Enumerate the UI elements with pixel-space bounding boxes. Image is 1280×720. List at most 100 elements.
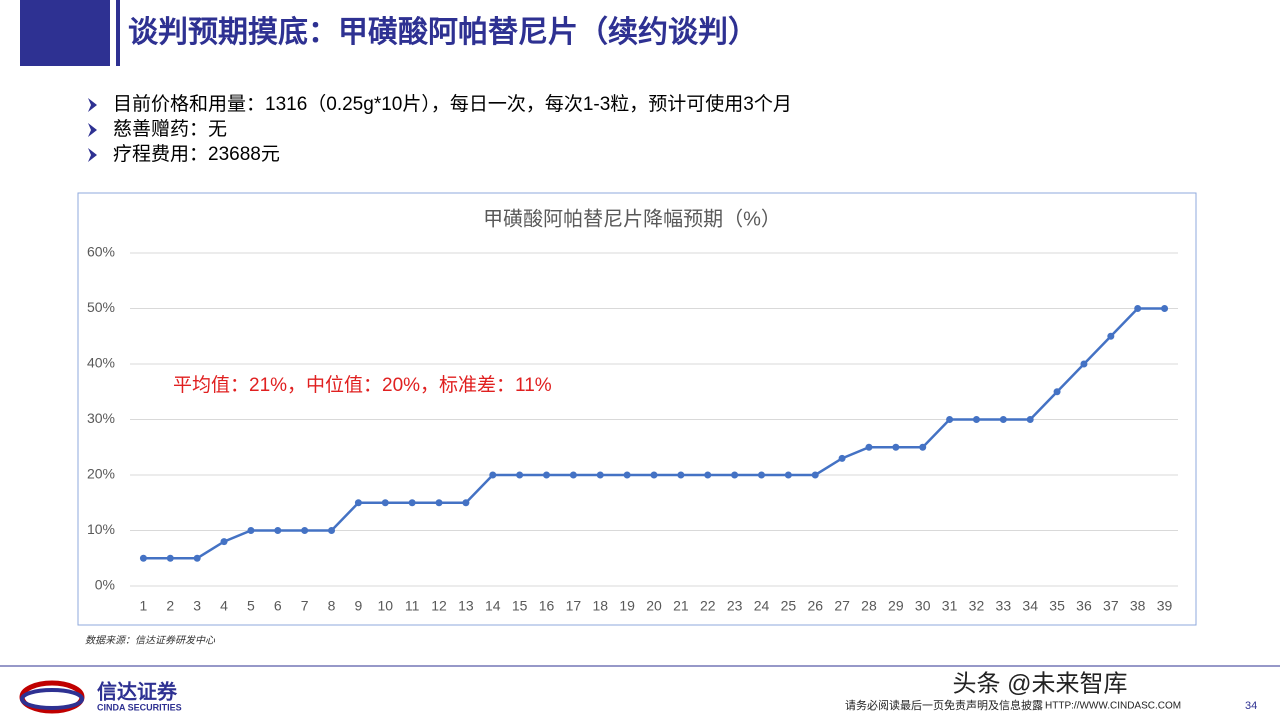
x-tick-label: 29	[888, 598, 904, 614]
data-point	[569, 471, 577, 479]
x-tick-label: 32	[969, 598, 985, 614]
data-point	[1134, 305, 1142, 312]
data-point	[650, 471, 658, 479]
data-point	[1161, 305, 1169, 312]
data-point	[1053, 388, 1061, 396]
x-tick-label: 23	[727, 598, 743, 614]
chart-frame	[77, 192, 1197, 626]
data-point	[596, 471, 604, 479]
y-tick-label: 20%	[87, 466, 115, 482]
data-point	[892, 443, 900, 451]
x-tick-label: 6	[274, 598, 282, 614]
x-tick-label: 25	[781, 598, 797, 614]
x-tick-label: 31	[942, 598, 958, 614]
x-tick-label: 20	[646, 598, 662, 614]
title-bar	[116, 0, 120, 66]
data-point	[435, 499, 443, 507]
data-point	[301, 527, 309, 534]
source: 数据来源：信达证券研发中心	[85, 635, 216, 647]
x-tick-label: 9	[355, 598, 363, 614]
data-point	[1026, 416, 1034, 423]
data-point	[999, 416, 1007, 423]
x-tick-label: 13	[458, 598, 474, 614]
x-tick-label: 19	[619, 598, 635, 614]
data-point	[274, 527, 282, 534]
page-number: 34	[1245, 700, 1257, 712]
data-point	[516, 471, 524, 479]
bullet: 疗程费用：23688元	[113, 143, 280, 165]
y-tick-label: 0%	[95, 577, 115, 593]
bullet-markers	[88, 98, 97, 162]
x-tick-label: 21	[673, 598, 689, 614]
data-point	[193, 554, 201, 562]
x-tick-label: 11	[405, 598, 420, 614]
x-tick-label: 27	[834, 598, 850, 614]
data-point	[166, 554, 174, 562]
x-tick-label: 5	[247, 598, 255, 614]
data-point	[1080, 360, 1088, 368]
x-tick-label: 18	[592, 598, 608, 614]
data-point	[919, 443, 927, 451]
x-tick-label: 26	[807, 598, 823, 614]
x-tick-label: 1	[140, 598, 148, 614]
x-tick-label: 28	[861, 598, 877, 614]
data-point	[865, 443, 873, 451]
x-tick-label: 38	[1130, 598, 1146, 614]
bullet: 慈善赠药：无	[113, 118, 227, 140]
x-tick-label: 10	[377, 598, 393, 614]
y-tick-label: 40%	[87, 355, 115, 371]
watermark: 头条 @未来智库	[952, 670, 1127, 697]
x-tick-label: 30	[915, 598, 931, 614]
annotation: 平均值：21%，中位值：20%，标准差：11%	[173, 374, 552, 396]
data-point	[946, 416, 954, 423]
x-tick-label: 35	[1049, 598, 1065, 614]
data-point	[247, 527, 255, 534]
data-point	[623, 471, 631, 479]
data-point	[972, 416, 980, 423]
x-tick-label: 12	[431, 598, 447, 614]
slide-title: 谈判预期摸底：甲磺酸阿帕替尼片（续约谈判）	[128, 15, 758, 49]
data-point	[462, 499, 470, 507]
data-point	[381, 499, 389, 507]
x-tick-label: 34	[1022, 598, 1038, 614]
x-tick-label: 37	[1103, 598, 1119, 614]
logo-en: CINDA SECURITIES	[97, 702, 182, 712]
x-tick-label: 39	[1157, 598, 1173, 614]
data-point	[757, 471, 765, 479]
x-tick-label: 15	[512, 598, 528, 614]
data-point	[220, 538, 228, 546]
data-point	[811, 471, 819, 479]
data-point	[408, 499, 416, 507]
data-point	[704, 471, 712, 479]
bullet: 目前价格和用量：1316（0.25g*10片），每日一次，每次1-3粒，预计可使…	[113, 93, 792, 115]
chart-title: 甲磺酸阿帕替尼片降幅预期（%）	[483, 207, 781, 230]
title-block	[20, 0, 110, 66]
logo-cn: 信达证券	[97, 679, 178, 703]
data-point	[677, 471, 685, 479]
data-point	[1107, 332, 1115, 340]
x-tick-label: 2	[166, 598, 174, 614]
x-tick-label: 7	[301, 598, 309, 614]
y-tick-label: 30%	[87, 410, 115, 426]
x-tick-label: 14	[485, 598, 501, 614]
x-tick-label: 16	[539, 598, 555, 614]
x-tick-label: 33	[996, 598, 1012, 614]
x-tick-label: 3	[193, 598, 201, 614]
data-point	[838, 454, 846, 462]
x-tick-label: 4	[220, 598, 228, 614]
data-point	[731, 471, 739, 479]
data-point	[489, 471, 497, 479]
disclaimer: 请务必阅读最后一页免责声明及信息披露	[845, 698, 1043, 712]
y-tick-label: 50%	[87, 299, 115, 315]
y-tick-label: 10%	[87, 521, 115, 537]
data-point	[543, 471, 551, 479]
url: HTTP://WWW.CINDASC.COM	[1045, 701, 1181, 712]
logo-mark	[20, 688, 84, 710]
x-tick-label: 24	[754, 598, 770, 614]
x-tick-label: 36	[1076, 598, 1092, 614]
x-tick-label: 22	[700, 598, 716, 614]
y-tick-label: 60%	[87, 244, 115, 260]
data-point	[328, 527, 336, 534]
x-tick-label: 8	[328, 598, 336, 614]
